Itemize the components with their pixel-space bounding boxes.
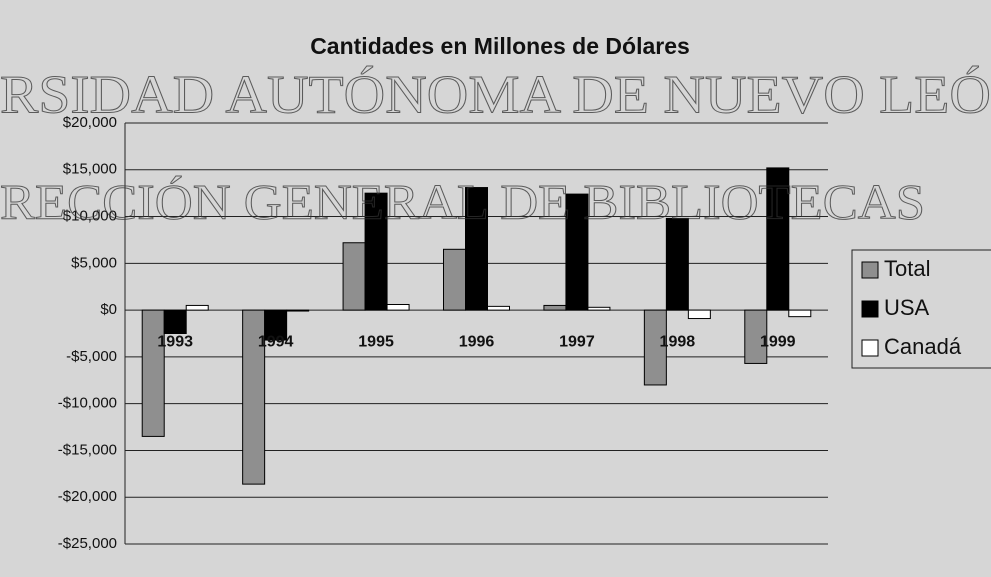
bar — [141, 309, 165, 437]
x-tick-label: 1993 — [157, 333, 193, 350]
bar — [364, 192, 388, 311]
legend-label: Total — [884, 256, 930, 281]
bar — [487, 305, 510, 311]
bar — [788, 309, 812, 318]
bar — [766, 167, 790, 311]
x-tick-label: 1995 — [358, 333, 394, 350]
bar — [744, 309, 768, 364]
bar — [342, 242, 366, 311]
x-tick-label: 1994 — [258, 333, 294, 350]
bar — [264, 309, 288, 341]
y-tick-label: -$20,000 — [58, 488, 117, 505]
x-tick-label: 1998 — [660, 333, 696, 350]
y-tick-label: $5,000 — [71, 254, 117, 271]
y-tick-label: -$5,000 — [66, 348, 117, 365]
legend-swatch — [861, 261, 879, 279]
y-tick-label: $10,000 — [63, 208, 117, 225]
watermark: RSIDAD AUTÓNOMA DE NUEVO LEÓ — [0, 64, 991, 124]
watermark: RECCIÓN GENERAL DE BIBLIOTECAS — [0, 173, 925, 229]
legend-swatch — [861, 300, 879, 318]
bar — [543, 304, 567, 311]
x-tick-label: 1997 — [559, 333, 595, 350]
bar — [665, 217, 689, 311]
legend-label: USA — [884, 295, 930, 320]
bar — [687, 309, 711, 320]
bar — [565, 193, 589, 311]
y-tick-label: -$25,000 — [58, 535, 117, 552]
bar — [443, 248, 466, 311]
bar — [386, 303, 410, 311]
bar — [286, 309, 310, 312]
bar — [242, 309, 266, 485]
y-tick-label: $20,000 — [63, 114, 117, 131]
y-tick-label: -$15,000 — [58, 441, 117, 458]
bar — [163, 309, 187, 335]
x-tick-label: 1996 — [459, 333, 495, 350]
legend-label: Canadá — [884, 334, 962, 359]
bar — [587, 306, 611, 311]
legend-swatch — [861, 339, 879, 357]
x-tick-label: 1999 — [760, 333, 796, 350]
bar — [185, 304, 209, 311]
y-tick-label: -$10,000 — [58, 395, 117, 412]
y-tick-label: $0 — [100, 301, 117, 318]
bar — [465, 187, 488, 311]
y-tick-label: $15,000 — [63, 161, 117, 178]
bar — [643, 309, 667, 386]
chart-title: Cantidades en Millones de Dólares — [310, 33, 690, 59]
